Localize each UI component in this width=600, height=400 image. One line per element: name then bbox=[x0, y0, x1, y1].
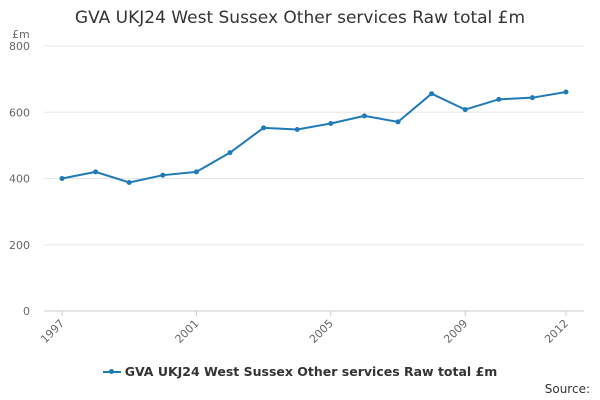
x-tick-label-2005: 2005 bbox=[307, 317, 336, 346]
series-lines bbox=[59, 89, 569, 185]
data-point-2008[interactable] bbox=[429, 91, 435, 97]
x-tick-label-2001: 2001 bbox=[173, 317, 202, 346]
data-point-1997[interactable] bbox=[59, 176, 65, 181]
data-point-2006[interactable] bbox=[361, 113, 367, 119]
y-axis-ticks: 0 200 400 600 800 bbox=[9, 40, 30, 318]
y-tick-label-400: 400 bbox=[9, 173, 30, 186]
data-point-1998[interactable] bbox=[93, 169, 99, 175]
y-tick-label-0: 0 bbox=[23, 305, 30, 318]
data-point-2012[interactable] bbox=[563, 89, 569, 95]
data-point-2004[interactable] bbox=[294, 126, 300, 132]
grid-lines bbox=[44, 45, 584, 312]
data-point-2005[interactable] bbox=[328, 121, 334, 127]
chart-title: GVA UKJ24 West Sussex Other services Raw… bbox=[74, 8, 526, 28]
x-tick-label-1997: 1997 bbox=[38, 317, 67, 346]
series-line-0 bbox=[61, 91, 567, 184]
x-tick-label-2009: 2009 bbox=[441, 317, 470, 346]
legend-label: GVA UKJ24 West Sussex Other services Raw… bbox=[124, 364, 498, 379]
data-point-2011[interactable] bbox=[529, 95, 535, 101]
data-point-2002[interactable] bbox=[227, 150, 233, 156]
data-point-1999[interactable] bbox=[126, 179, 132, 185]
data-point-2001[interactable] bbox=[193, 169, 199, 175]
data-point-2010[interactable] bbox=[496, 96, 502, 102]
y-axis-unit-label: £m bbox=[12, 28, 30, 41]
legend-swatch bbox=[102, 368, 121, 374]
data-point-2003[interactable] bbox=[261, 125, 267, 131]
x-axis-ticks: 1997 2001 2005 2009 2012 bbox=[38, 311, 571, 346]
legend[interactable]: GVA UKJ24 West Sussex Other services Raw… bbox=[0, 364, 600, 379]
y-tick-label-200: 200 bbox=[9, 239, 30, 252]
data-point-2007[interactable] bbox=[395, 119, 401, 125]
data-point-2009[interactable] bbox=[462, 107, 468, 113]
source-label: Source: bbox=[544, 382, 590, 396]
x-tick-label-2012: 2012 bbox=[542, 317, 571, 346]
data-point-2000[interactable] bbox=[160, 172, 166, 178]
y-tick-label-800: 800 bbox=[9, 40, 30, 53]
y-tick-label-600: 600 bbox=[9, 106, 30, 119]
